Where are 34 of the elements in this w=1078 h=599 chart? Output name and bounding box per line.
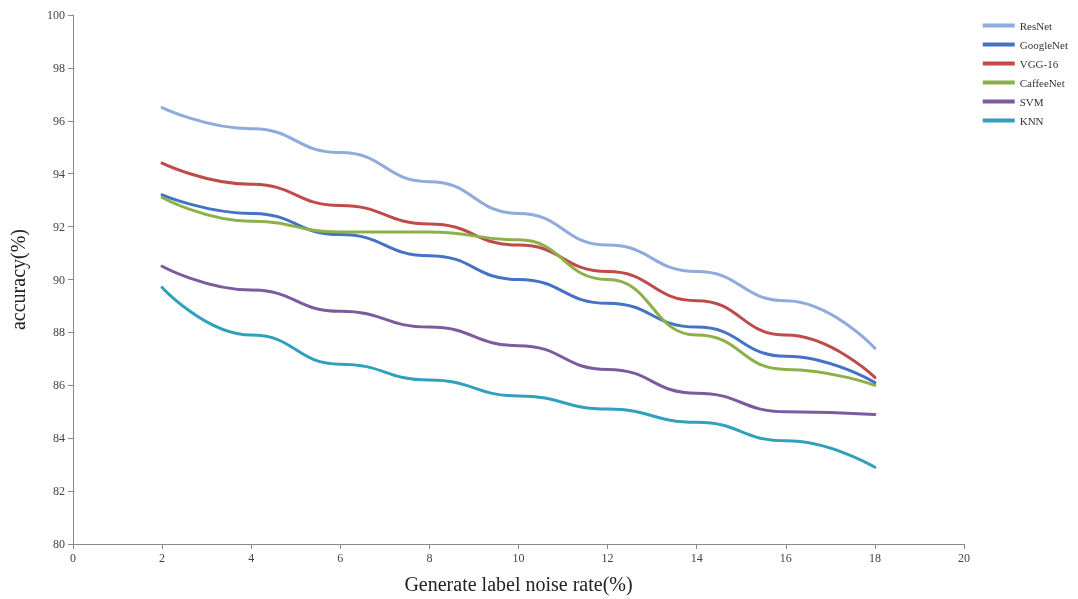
x-tick-label: 8 <box>426 551 433 565</box>
y-tick-label: 80 <box>53 537 65 551</box>
legend-label: SVM <box>1019 95 1044 108</box>
legend-label: GoogleNet <box>1019 38 1068 51</box>
line-series <box>160 106 877 350</box>
line-series <box>160 264 877 416</box>
legend-label: ResNet <box>1019 19 1053 32</box>
x-tick-label: 12 <box>601 551 614 565</box>
y-tick-label: 100 <box>47 8 65 22</box>
y-tick-label: 96 <box>53 113 65 128</box>
y-tick-label: 82 <box>53 484 65 499</box>
x-tick-label: 2 <box>159 551 166 565</box>
y-tick-label: 90 <box>53 272 65 287</box>
legend-label: KNN <box>1019 114 1044 127</box>
y-tick-label: 94 <box>53 166 65 181</box>
x-tick-label: 6 <box>337 551 344 565</box>
x-tick-label: 4 <box>248 551 255 565</box>
y-tick-label: 86 <box>53 378 65 393</box>
x-axis-title: Generate label noise rate(%) <box>404 573 633 596</box>
x-tick-label: 20 <box>958 551 970 565</box>
x-tick-label: 16 <box>779 551 792 565</box>
line-series <box>160 285 877 469</box>
x-tick-label: 18 <box>868 551 881 565</box>
legend-label: CaffeeNet <box>1019 76 1065 89</box>
legend-label: VGG-16 <box>1019 57 1059 70</box>
y-tick-label: 84 <box>53 431 65 446</box>
y-tick-label: 88 <box>53 325 65 340</box>
x-tick-label: 10 <box>512 551 525 565</box>
line-series <box>160 161 877 379</box>
x-tick-label: 14 <box>690 551 703 565</box>
x-tick-label: 0 <box>70 551 76 565</box>
y-axis-title: accuracy(%) <box>7 228 30 331</box>
y-tick-label: 92 <box>53 219 65 234</box>
y-tick-label: 98 <box>53 60 65 75</box>
